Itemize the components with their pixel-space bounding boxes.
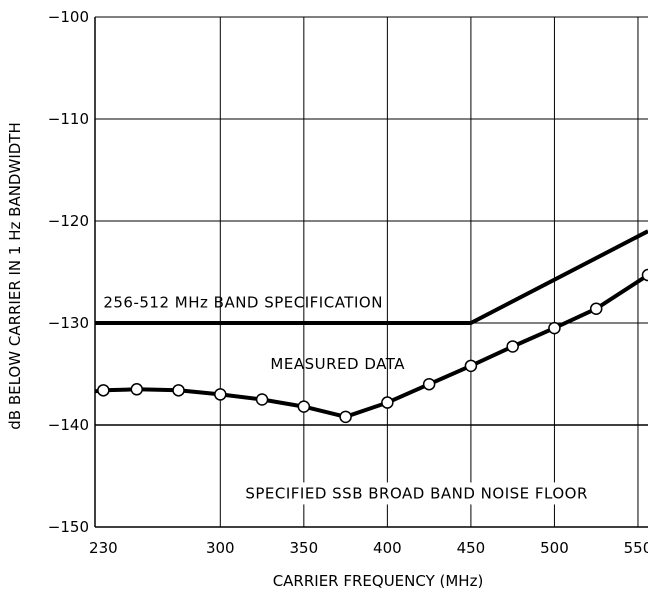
series-line-1 (95, 229, 648, 325)
data-point (339, 410, 352, 424)
annotation-1: 256-512 MHz BAND SPECIFICATION (103, 294, 383, 312)
y-tick-label: −120 (48, 212, 89, 230)
y-axis-label: dB BELOW CARRIER IN 1 Hz BANDWIDTH (6, 122, 24, 429)
data-point (506, 340, 519, 353)
y-tick-label: −110 (48, 110, 89, 128)
data-point (97, 384, 110, 397)
data-point (214, 388, 227, 401)
data-point (548, 321, 561, 335)
data-point (589, 302, 603, 315)
y-tick-label: −100 (48, 8, 89, 26)
x-axis-label: CARRIER FREQUENCY (MHz) (273, 572, 484, 590)
x-tick-label: 300 (206, 539, 235, 557)
x-tick-label: 500 (540, 539, 569, 557)
plot-frame (94, 17, 648, 528)
x-tick-label: 350 (290, 539, 319, 557)
data-point (297, 400, 311, 413)
data-point (464, 359, 478, 373)
x-tick-label: 230 (89, 539, 118, 557)
series-layer (94, 229, 648, 426)
annotation-3: SPECIFIED SSB BROAD BAND NOISE FLOOR (245, 484, 588, 502)
annotations: 256-512 MHz BAND SPECIFICATION MEASURED D… (103, 294, 594, 505)
annotation-2: MEASURED DATA (270, 355, 405, 373)
y-tick-label: −130 (48, 314, 89, 332)
data-point (255, 393, 269, 406)
data-point (422, 377, 436, 391)
y-tick-label: −140 (48, 416, 89, 434)
x-tick-label: 550 (624, 539, 648, 557)
annotation-background (239, 482, 594, 505)
data-point (172, 384, 185, 397)
data-point (381, 396, 394, 409)
x-tick-label: 450 (457, 539, 486, 557)
data-point (641, 268, 648, 282)
y-tick-label: −150 (48, 518, 89, 536)
data-point (130, 383, 144, 396)
x-tick-label: 400 (373, 539, 402, 557)
